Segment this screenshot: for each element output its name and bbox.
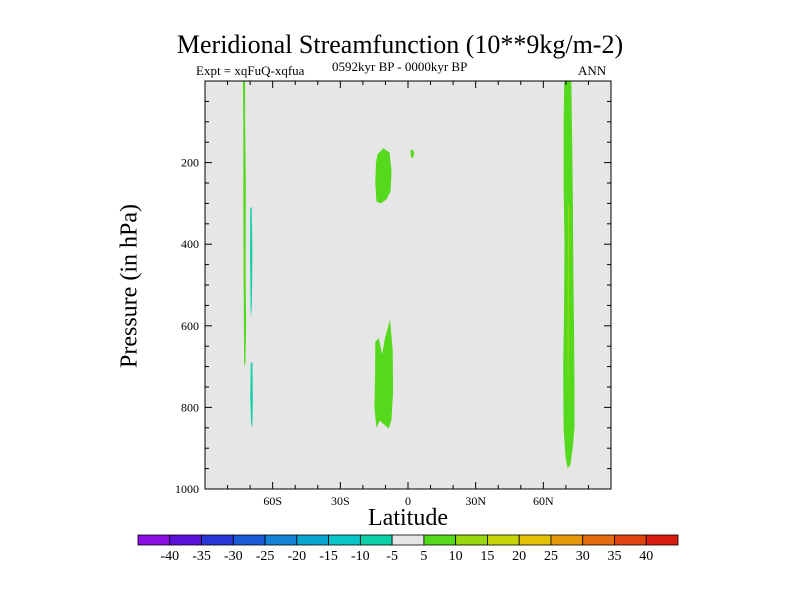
contour-70N-core-10-15	[567, 203, 570, 408]
y-tick-label: 400	[181, 237, 199, 251]
colorbar-box	[169, 534, 202, 546]
x-tick-label: 60N	[533, 494, 554, 508]
y-tick-label: 200	[181, 156, 199, 170]
colorbar-box	[232, 534, 266, 546]
contour-70S-teal-minus10-minus5	[250, 207, 253, 318]
colorbar-box	[137, 534, 171, 546]
colorbar-label: 40	[639, 549, 653, 564]
y-tick-label: 600	[181, 319, 199, 333]
contour-eq-small-5-10	[410, 149, 415, 159]
colorbar-label: -25	[256, 549, 275, 564]
colorbar-box	[391, 534, 425, 546]
contour-15S-lower-5-10	[374, 319, 394, 429]
colorbar-label: -10	[351, 549, 370, 564]
colorbar-label: 25	[544, 549, 558, 564]
colorbar-box	[264, 534, 298, 546]
contour-70S-teal-lower	[250, 362, 253, 428]
y-tick-label: 800	[181, 400, 199, 414]
colorbar-label: -5	[386, 549, 398, 564]
season-label: ANN	[578, 63, 607, 78]
colorbar-box	[296, 534, 329, 546]
colorbar-label: 20	[512, 549, 526, 564]
x-tick-label: 30S	[331, 494, 350, 508]
colorbar-label: 30	[576, 549, 590, 564]
time-range-label: 0592kyr BP - 0000kyr BP	[332, 59, 468, 74]
plot-area-background	[205, 81, 611, 489]
colorbar-box	[518, 534, 552, 546]
colorbar-label: 5	[420, 549, 427, 564]
colorbar-label: -20	[287, 549, 306, 564]
contour-15S-upper-5-10	[375, 148, 392, 204]
y-tick-label: 1000	[175, 482, 199, 496]
colorbar-box	[487, 534, 520, 546]
x-axis-label: Latitude	[368, 505, 448, 531]
colorbar-box	[582, 534, 615, 546]
x-tick-label: 60S	[263, 494, 282, 508]
colorbar-box	[201, 534, 234, 546]
colorbar-box	[614, 534, 647, 546]
x-tick-label: 0	[405, 494, 411, 508]
colorbar-label: -30	[224, 549, 243, 564]
colorbar-label: -15	[319, 549, 338, 564]
colorbar-label: 10	[449, 549, 463, 564]
colorbar-box	[423, 534, 457, 546]
colorbar-box	[328, 534, 361, 546]
experiment-label: Expt = xqFuQ-xqfua	[196, 63, 305, 78]
colorbar-box	[455, 534, 488, 546]
chart-title: Meridional Streamfunction (10**9kg/m-2)	[176, 30, 624, 59]
colorbar-box	[550, 534, 584, 546]
colorbar-label: 35	[607, 549, 621, 564]
colorbar-box	[645, 534, 679, 546]
colorbar-label: -35	[192, 549, 211, 564]
x-tick-label: 30N	[465, 494, 486, 508]
colorbar-label: 15	[480, 549, 494, 564]
colorbar-label: -40	[160, 549, 179, 564]
contour-70S-thin-5-10	[242, 81, 247, 367]
colorbar-box	[359, 534, 393, 546]
